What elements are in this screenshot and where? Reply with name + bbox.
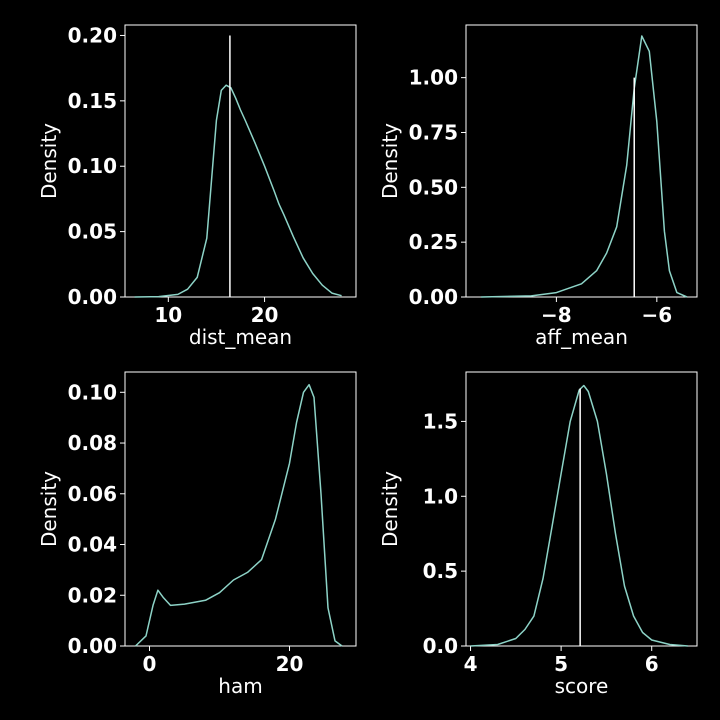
aff-mean-density-curve (481, 35, 688, 298)
aff-mean-xtick-label: −8 (541, 303, 572, 327)
dist-mean-ytick-label: 0.05 (68, 220, 117, 244)
score-xtick-label: 4 (464, 652, 478, 676)
aff-mean-ytick-label: 0.00 (409, 285, 458, 309)
dist-mean-ytick-label: 0.20 (68, 23, 117, 47)
dist-mean-axes-frame (124, 24, 357, 298)
score-ytick-label: 0.0 (423, 634, 458, 658)
ham-ytick-label: 0.08 (68, 431, 117, 455)
ham-x-axis-label: ham (218, 674, 262, 698)
dist-mean-xtick-label: 10 (154, 303, 182, 327)
aff-mean-ytick-label: 0.25 (409, 230, 458, 254)
score-x-axis-label: score (555, 674, 609, 698)
dist-mean-ytick-label: 0.10 (68, 154, 117, 178)
ham-xtick-label: 0 (143, 652, 157, 676)
score-axes-frame (465, 371, 698, 647)
ham-ytick-label: 0.00 (68, 634, 117, 658)
dist-mean-ytick-label: 0.15 (68, 89, 117, 113)
aff-mean-axes-frame (465, 24, 698, 298)
dist-mean-y-axis-label: Density (37, 123, 61, 199)
score-ytick-label: 1.0 (423, 484, 458, 508)
dist-mean-ytick-label: 0.00 (68, 285, 117, 309)
ham-y-axis-label: Density (37, 471, 61, 547)
aff-mean-ytick-label: 1.00 (409, 66, 458, 90)
score-xtick-label: 5 (554, 652, 568, 676)
dist-mean-x-axis-label: dist_mean (189, 325, 292, 349)
score-ytick-label: 1.5 (423, 409, 458, 433)
dist-mean-xtick-label: 20 (251, 303, 279, 327)
aff-mean-y-axis-label: Density (378, 123, 402, 199)
dist-mean-density-curve (134, 84, 342, 298)
ham-ytick-label: 0.10 (68, 380, 117, 404)
ham-ytick-label: 0.02 (68, 583, 117, 607)
ham-density-curve (134, 383, 343, 647)
ham-ytick-label: 0.04 (68, 533, 117, 557)
aff-mean-ytick-label: 0.50 (409, 175, 458, 199)
score-ytick-label: 0.5 (423, 559, 458, 583)
score-y-axis-label: Density (378, 471, 402, 547)
aff-mean-ytick-label: 0.75 (409, 120, 458, 144)
aff-mean-x-axis-label: aff_mean (535, 325, 628, 349)
ham-xtick-label: 20 (276, 652, 304, 676)
ham-ytick-label: 0.06 (68, 482, 117, 506)
aff-mean-xtick-label: −6 (641, 303, 672, 327)
ham-axes-frame (124, 371, 357, 647)
score-xtick-label: 6 (645, 652, 659, 676)
score-density-curve (470, 384, 688, 647)
